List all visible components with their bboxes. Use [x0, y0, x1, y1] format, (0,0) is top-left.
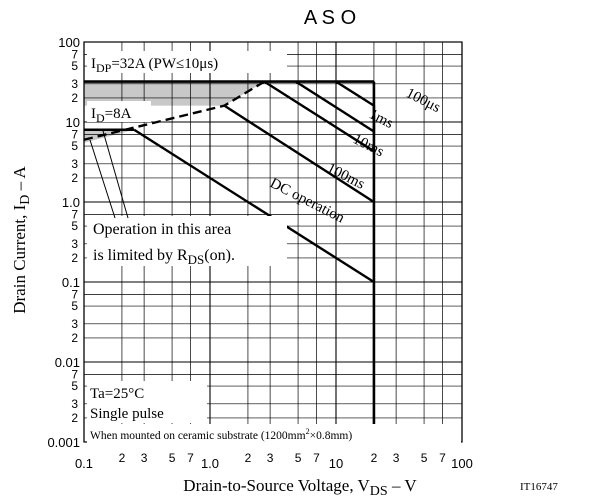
- y-minor-tick-label: 3: [71, 157, 78, 171]
- x-minor-tick-label: 2: [119, 451, 126, 465]
- y-minor-tick-label: 2: [71, 251, 78, 265]
- idp-label-bg: [87, 51, 287, 73]
- x-minor-tick-label: 5: [295, 451, 302, 465]
- conditions-bg: [87, 381, 207, 423]
- id-label: ID=8A: [91, 106, 132, 125]
- x-minor-tick-label: 2: [371, 451, 378, 465]
- y-tick-label: 0.1: [62, 275, 80, 290]
- y-minor-tick-label: 7: [71, 367, 78, 381]
- rds-leader-1: [89, 139, 116, 219]
- series-dc-line: [133, 128, 375, 284]
- rds-on-limit-line: [83, 80, 265, 141]
- y-minor-tick-label: 5: [71, 139, 78, 153]
- y-tick-label: 1.0: [62, 195, 80, 210]
- mount-note-bg: [87, 424, 461, 443]
- y-minor-tick-label: 5: [71, 379, 78, 393]
- y-minor-tick-label: 7: [71, 287, 78, 301]
- y-minor-tick-label: 2: [71, 171, 78, 185]
- rds-shade-lower: [84, 129, 135, 143]
- x-minor-tick-label: 5: [169, 451, 176, 465]
- series-10ms-line: [263, 80, 375, 153]
- rds-shade-upper: [84, 81, 265, 106]
- figure-code: IT16747: [520, 481, 558, 493]
- x-minor-tick-label: 3: [393, 451, 400, 465]
- x-tick-label: 100: [451, 456, 473, 471]
- x-minor-tick-label: 7: [187, 451, 194, 465]
- mount-note: When mounted on ceramic substrate (1200m…: [90, 427, 352, 442]
- series-100us-line: [335, 80, 376, 135]
- y-minor-tick-label: 7: [71, 207, 78, 221]
- y-minor-tick-label: 3: [71, 77, 78, 91]
- series-lines: [83, 80, 376, 442]
- x-minor-tick-label: 7: [313, 451, 320, 465]
- rds-note-line2: is limited by RDS(on).: [93, 247, 235, 267]
- y-tick-label: 0.001: [47, 435, 80, 450]
- x-minor-tick-label: 3: [267, 451, 274, 465]
- y-minor-tick-label: 3: [71, 237, 78, 251]
- y-minor-tick-label: 2: [71, 91, 78, 105]
- series-1ms-line: [295, 80, 375, 133]
- idp-label: IDP=32A (PW≤10μs): [91, 56, 218, 75]
- x-minor-tick-label: 7: [439, 451, 446, 465]
- series-100ms-line: [223, 104, 375, 204]
- rds-note-bg: [87, 216, 287, 266]
- y-tick-label: 100: [58, 35, 80, 50]
- series-label-100ms: 100ms: [324, 160, 367, 192]
- y-tick-label: 0.01: [55, 355, 80, 370]
- x-tick-label: 10: [329, 456, 343, 471]
- x-minor-tick-label: 5: [421, 451, 428, 465]
- y-minor-tick-label: 5: [71, 219, 78, 233]
- y-minor-tick-label: 5: [71, 299, 78, 313]
- y-minor-tick-label: 2: [71, 411, 78, 425]
- x-axis-label: Drain-to-Source Voltage, VDS – V: [183, 476, 417, 499]
- series-label-10ms: 10ms: [350, 131, 386, 160]
- series-label-100us: 100μs: [403, 85, 443, 116]
- y-minor-tick-label: 3: [71, 397, 78, 411]
- ta-label: Ta=25°C: [90, 386, 144, 402]
- y-minor-tick-label: 2: [71, 331, 78, 345]
- rds-note-line1: Operation in this area: [93, 221, 231, 238]
- chart-title: A S O: [304, 7, 356, 29]
- y-minor-tick-label: 7: [71, 47, 78, 61]
- x-minor-tick-label: 3: [141, 451, 148, 465]
- x-minor-tick-label: 2: [245, 451, 252, 465]
- x-tick-label: 0.1: [75, 456, 93, 471]
- rds-leader-2: [102, 130, 129, 219]
- y-minor-tick-label: 5: [71, 59, 78, 73]
- x-tick-label: 1.0: [201, 456, 219, 471]
- y-axis-label: Drain Current, ID – A: [10, 166, 33, 314]
- rds-limited-shading: [84, 81, 265, 143]
- y-minor-tick-label: 7: [71, 127, 78, 141]
- y-minor-tick-label: 3: [71, 317, 78, 331]
- pulse-label: Single pulse: [90, 406, 164, 422]
- y-tick-label: 10: [66, 115, 80, 130]
- id-label-bg: [87, 101, 151, 122]
